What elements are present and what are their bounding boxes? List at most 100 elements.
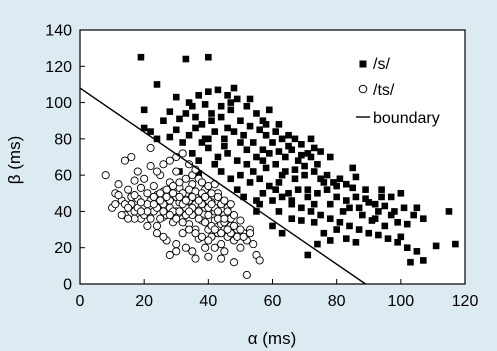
s-data-point	[201, 101, 209, 108]
s-data-point	[314, 160, 321, 168]
s-data-point	[352, 238, 360, 246]
s-data-point	[227, 175, 235, 183]
s-data-point	[217, 113, 225, 121]
s-data-point	[275, 121, 283, 128]
s-data-point	[378, 186, 385, 193]
s-data-point	[278, 171, 286, 179]
s-data-point	[230, 84, 238, 92]
s-data-point	[188, 102, 196, 110]
s-data-point	[342, 197, 350, 204]
s-data-point	[375, 208, 382, 215]
s-data-point	[310, 200, 318, 208]
ts-data-point	[239, 232, 248, 241]
boundary-line	[79, 87, 366, 285]
y-tick-label: 140	[45, 23, 72, 40]
ts-data-point	[229, 221, 239, 230]
s-data-point	[214, 153, 222, 161]
legend-marker-s	[359, 60, 367, 68]
s-data-point	[304, 186, 312, 193]
s-data-point	[304, 193, 312, 201]
ts-data-point	[188, 192, 197, 201]
s-data-point	[365, 199, 373, 206]
ts-data-point	[146, 143, 155, 152]
s-data-point	[195, 157, 203, 164]
s-data-point	[352, 173, 360, 181]
s-data-point	[192, 113, 199, 121]
s-data-point	[371, 200, 379, 208]
x-tick-label: 60	[264, 293, 282, 310]
ts-data-point	[217, 229, 226, 238]
s-data-point	[224, 124, 231, 132]
s-data-point	[233, 186, 241, 193]
s-data-point	[259, 117, 267, 125]
s-data-point	[397, 233, 405, 241]
s-data-point	[224, 92, 231, 99]
s-data-point	[326, 237, 334, 244]
s-data-point	[269, 197, 276, 204]
ts-data-point	[245, 229, 255, 238]
s-data-point	[326, 215, 334, 222]
s-data-point	[326, 153, 334, 161]
s-data-point	[269, 222, 276, 230]
ts-data-point	[111, 200, 120, 209]
s-data-point	[217, 102, 225, 110]
x-axis-label: α (ms)	[248, 329, 297, 348]
s-data-point	[323, 171, 331, 179]
s-data-point	[378, 193, 385, 201]
s-data-point	[253, 197, 260, 204]
ts-data-point	[242, 270, 251, 279]
ts-data-point	[175, 178, 184, 187]
y-tick-label: 120	[45, 59, 72, 76]
legend-label-boundary: boundary	[373, 110, 440, 127]
ts-data-point	[229, 258, 239, 267]
s-data-point	[243, 102, 251, 110]
s-data-point	[265, 150, 273, 157]
s-data-point	[320, 179, 328, 186]
ts-data-point	[207, 189, 216, 198]
s-data-point	[419, 257, 427, 264]
s-data-point	[246, 179, 254, 186]
s-data-point	[432, 242, 440, 250]
ts-data-point	[217, 254, 226, 263]
legend-marker-ts	[358, 84, 368, 94]
y-axis-label: β (ms)	[5, 136, 24, 185]
s-data-point	[391, 208, 398, 215]
s-data-point	[195, 92, 203, 99]
x-tick-label: 0	[76, 293, 85, 310]
s-data-point	[394, 238, 401, 246]
s-data-point	[413, 248, 421, 255]
ts-data-point	[159, 232, 168, 241]
s-data-point	[291, 135, 299, 143]
s-data-point	[272, 186, 280, 193]
s-data-point	[275, 148, 283, 155]
s-data-point	[298, 217, 305, 224]
y-tick-label: 100	[45, 95, 72, 112]
ts-data-point	[194, 207, 203, 216]
s-data-point	[304, 251, 312, 259]
s-data-point	[400, 204, 408, 212]
ts-data-point	[143, 221, 152, 230]
s-data-point	[205, 88, 212, 95]
s-data-point	[419, 215, 427, 222]
ts-data-point	[223, 225, 232, 234]
s-data-point	[160, 117, 167, 125]
ts-data-point	[165, 156, 174, 165]
x-tick-label: 40	[199, 293, 217, 310]
s-data-point	[265, 106, 273, 114]
ts-data-point	[168, 181, 178, 191]
s-data-point	[355, 204, 363, 212]
ts-data-point	[114, 191, 123, 200]
s-data-point	[147, 128, 154, 135]
s-data-point	[227, 106, 235, 114]
s-data-point	[246, 95, 254, 103]
s-data-point	[278, 229, 286, 237]
s-data-point	[349, 164, 357, 172]
ts-data-point	[236, 225, 245, 234]
s-data-point	[407, 258, 414, 266]
ts-data-point	[181, 243, 190, 252]
s-data-point	[230, 128, 238, 135]
ts-data-point	[188, 247, 197, 256]
s-data-point	[217, 168, 225, 175]
ts-data-point	[194, 196, 203, 205]
